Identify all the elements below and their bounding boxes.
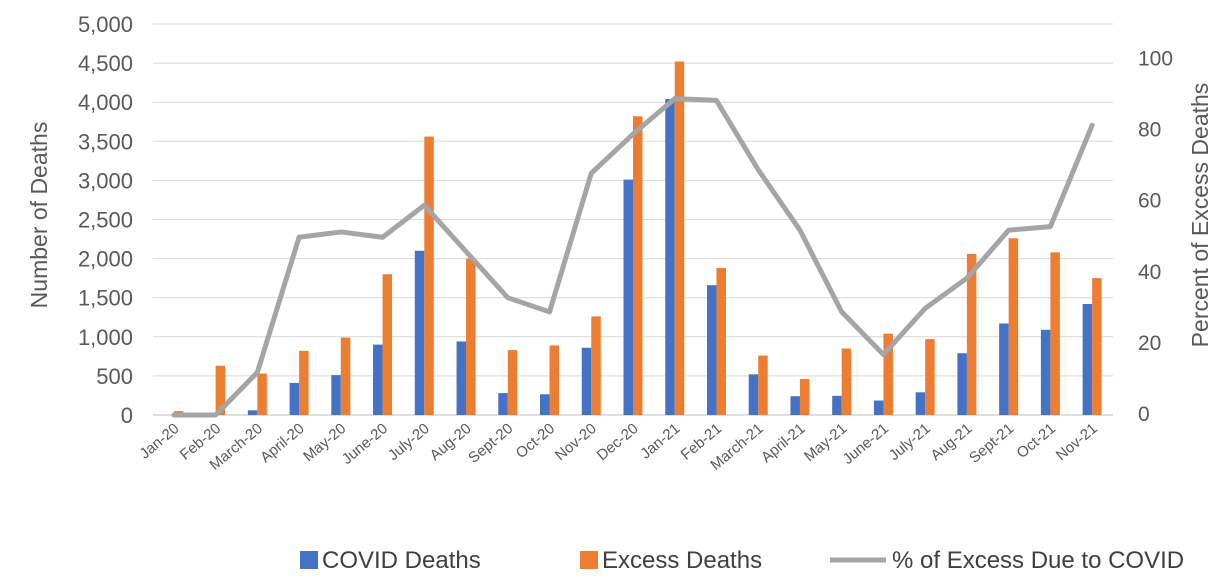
legend-swatch-covid — [300, 551, 318, 569]
bar-covid-deaths — [665, 99, 675, 416]
bar-covid-deaths — [1082, 303, 1093, 415]
bar-covid-deaths — [498, 393, 508, 415]
bar-excess-deaths — [883, 333, 893, 415]
bar-excess-deaths — [966, 253, 977, 415]
x-tick-label: June-21 — [840, 420, 892, 468]
bar-excess-deaths — [758, 355, 768, 415]
y2-tick-label: 100 — [1138, 48, 1173, 71]
bar-covid-deaths — [957, 353, 967, 415]
x-tick-label: Oct-21 — [1014, 420, 1059, 462]
x-tick-label: Nov-21 — [1053, 420, 1101, 464]
bar-covid-deaths — [1040, 329, 1051, 415]
y-tick-label: 5,000 — [78, 12, 133, 37]
y-tick-label: 2,500 — [78, 208, 133, 233]
y-tick-label: 1,500 — [78, 286, 133, 311]
bar-covid-deaths — [414, 250, 425, 415]
y-tick-label: 3,000 — [78, 168, 133, 193]
x-tick-label: July-21 — [886, 420, 934, 464]
x-axis-ticks: Jan-20Feb-20March-20April-20May-20June-2… — [136, 420, 1100, 474]
bar-covid-deaths — [581, 347, 592, 415]
bar-excess-deaths — [257, 373, 267, 415]
x-tick-label: June-20 — [339, 420, 391, 468]
bar-excess-deaths — [799, 379, 810, 415]
bars — [173, 61, 1102, 416]
line-percent-excess — [171, 96, 1095, 418]
bar-covid-deaths — [915, 392, 926, 415]
y-tick-label: 4,000 — [78, 90, 133, 115]
x-tick-label: April-21 — [758, 420, 809, 466]
bar-excess-deaths — [424, 136, 434, 415]
y2-tick-label: 40 — [1138, 261, 1161, 284]
bar-excess-deaths — [1008, 238, 1019, 415]
bar-excess-deaths — [215, 365, 226, 415]
bar-excess-deaths — [549, 345, 560, 415]
bar-excess-deaths — [633, 116, 643, 415]
bar-covid-deaths — [790, 396, 800, 415]
bar-excess-deaths — [507, 350, 518, 415]
y2-tick-label: 20 — [1138, 332, 1161, 355]
bar-covid-deaths — [873, 400, 884, 415]
x-tick-label: April-20 — [257, 420, 308, 466]
legend-swatch-excess — [580, 551, 598, 569]
bar-covid-deaths — [289, 382, 300, 415]
y2-tick-label: 80 — [1138, 119, 1161, 142]
x-tick-label: Sept-21 — [966, 420, 1017, 467]
bar-covid-deaths — [748, 374, 759, 415]
bar-excess-deaths — [1092, 278, 1102, 415]
left-axis-ticks: 0 500 1,000 1,500 2,000 2,500 3,000 3,500 4,000 4… — [78, 12, 133, 428]
bar-excess-deaths — [382, 274, 393, 415]
bar-covid-deaths — [456, 341, 467, 415]
bar-covid-deaths — [373, 344, 383, 415]
y2-tick-label: 0 — [1138, 403, 1150, 426]
x-tick-label: July-20 — [385, 420, 433, 464]
y-tick-label: 1,000 — [78, 325, 133, 350]
bar-covid-deaths — [706, 285, 717, 415]
x-tick-label: Nov-20 — [552, 420, 600, 464]
y-tick-label: 0 — [121, 403, 133, 428]
bar-excess-deaths — [674, 61, 685, 415]
y-tick-label: 500 — [96, 364, 133, 389]
x-tick-label: Sept-20 — [465, 420, 516, 467]
bar-excess-deaths — [1050, 252, 1060, 415]
x-tick-label: Jan-21 — [637, 420, 683, 463]
bar-covid-deaths — [832, 395, 842, 415]
bar-covid-deaths — [623, 179, 633, 415]
y-axis-title: Number of Deaths — [26, 122, 52, 309]
bar-covid-deaths — [540, 394, 550, 415]
right-axis-ticks: 0 20 40 60 80 100 — [1138, 48, 1173, 426]
bar-excess-deaths — [340, 337, 351, 415]
x-tick-label: Jan-20 — [136, 420, 182, 463]
percent-line — [171, 96, 1095, 418]
bar-covid-deaths — [247, 410, 258, 415]
y-tick-label: 4,500 — [78, 51, 133, 76]
y2-tick-label: 60 — [1138, 190, 1161, 213]
bar-excess-deaths — [716, 267, 726, 415]
y2-axis-title: Percent of Excess Deaths — [1187, 83, 1213, 348]
legend: COVID Deaths Excess Deaths % of Excess D… — [300, 547, 1184, 574]
bar-excess-deaths — [299, 350, 309, 415]
legend-label-covid: COVID Deaths — [322, 547, 481, 574]
bar-covid-deaths — [331, 375, 341, 415]
bar-excess-deaths — [925, 339, 935, 415]
bar-excess-deaths — [466, 258, 476, 415]
x-tick-label: Oct-20 — [513, 420, 558, 462]
legend-label-excess: Excess Deaths — [602, 547, 762, 574]
bar-excess-deaths — [841, 348, 852, 415]
y-tick-label: 3,500 — [78, 129, 133, 154]
x-tick-label: Dec-20 — [594, 420, 642, 464]
legend-label-percent: % of Excess Due to COVID — [892, 547, 1184, 574]
bar-excess-deaths — [591, 316, 601, 415]
y-tick-label: 2,000 — [78, 247, 133, 272]
bar-covid-deaths — [999, 323, 1009, 415]
